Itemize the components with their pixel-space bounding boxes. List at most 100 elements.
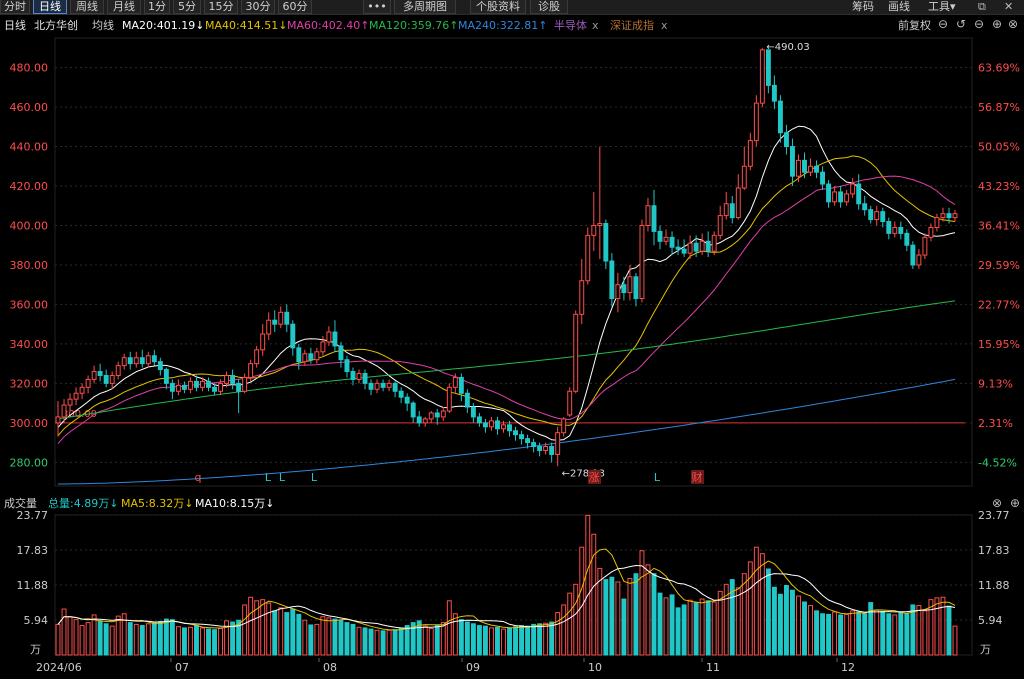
date-tick: 12 — [841, 661, 855, 674]
volume-bar — [934, 597, 940, 656]
tab-7[interactable]: 30分 — [241, 0, 275, 14]
candle-body — [934, 217, 940, 228]
overlay-szse[interactable]: 深证成指 — [610, 19, 654, 32]
volume-bar — [320, 616, 326, 656]
candle-body — [224, 374, 230, 384]
volume-bar — [579, 546, 585, 656]
candle-body — [380, 382, 386, 388]
stock-info-button[interactable]: 个股资料 — [470, 0, 526, 14]
volume-bar — [525, 625, 531, 656]
volume-bar — [531, 623, 537, 656]
volume-bar — [621, 598, 627, 656]
ma240-line — [58, 378, 956, 485]
right-pct-tick: 56.87% — [978, 101, 1020, 114]
zoom-out-icon[interactable]: ⊖ — [974, 17, 985, 31]
candle-body — [248, 363, 254, 378]
tab-5[interactable]: 5分 — [173, 0, 201, 14]
volume-bar — [699, 598, 705, 656]
tab-6[interactable]: 15分 — [204, 0, 238, 14]
volume-bar — [633, 573, 639, 656]
candle-body — [808, 165, 813, 173]
volume-bar — [838, 614, 844, 656]
volume-bar — [476, 625, 482, 656]
volume-bar — [844, 613, 850, 656]
volume-bar — [302, 619, 308, 656]
candle-body — [85, 378, 91, 388]
candle-body — [627, 276, 633, 294]
volume-bar — [200, 627, 205, 656]
volume-bar — [717, 590, 723, 656]
tab-2[interactable]: 周线 — [70, 0, 104, 14]
candle-body — [326, 331, 332, 343]
event-marker-box — [691, 470, 704, 484]
overlay-close-icon[interactable]: x — [592, 19, 599, 32]
candle-body — [759, 49, 765, 104]
candle-body — [868, 209, 874, 221]
adjust-mode[interactable]: 前复权 — [898, 19, 931, 32]
volume-add-icon[interactable]: ⊕ — [1010, 496, 1021, 510]
volume-bar — [404, 625, 410, 656]
volume-bar — [555, 612, 561, 656]
ma120-value: MA120:359.76↑ — [369, 19, 459, 32]
volume-unit-left: 万 — [30, 643, 41, 656]
candle-body — [603, 223, 609, 262]
undo-icon[interactable]: ↺ — [956, 17, 967, 31]
volume-bar — [121, 613, 127, 656]
volume-bar — [266, 602, 272, 656]
volume-bar — [206, 628, 211, 656]
left-price-tick: 380.00 — [10, 259, 49, 272]
volume-bar — [163, 618, 169, 656]
close-chart-icon[interactable]: ⊗ — [1008, 17, 1019, 31]
volume-bar — [115, 615, 121, 656]
minus-icon[interactable]: ⊖ — [938, 17, 949, 31]
candle-body — [476, 416, 482, 424]
right-pct-tick: 63.69% — [978, 62, 1020, 75]
tab-8[interactable]: 60分 — [278, 0, 312, 14]
volume-bar — [723, 583, 729, 656]
more-button[interactable]: ••• — [363, 0, 391, 14]
volume-close-icon[interactable]: ⊗ — [992, 496, 1003, 510]
candle-body — [488, 420, 494, 428]
volume-bar — [940, 596, 946, 656]
volume-bar — [446, 600, 452, 656]
diagnose-button[interactable]: 诊股 — [530, 0, 568, 14]
zoom-in-icon[interactable]: ⊕ — [992, 17, 1003, 31]
candle-body — [145, 355, 151, 365]
ma-label[interactable]: 均线 — [92, 19, 114, 32]
overlay2-close-icon[interactable]: x — [661, 19, 668, 32]
restore-icon[interactable]: ⧉ — [978, 0, 986, 13]
candle-body — [609, 260, 615, 300]
volume-bar — [585, 514, 591, 656]
tab-0[interactable]: 分时 — [0, 0, 30, 14]
tab-4[interactable]: 1分 — [144, 0, 170, 14]
overlay-semiconductor[interactable]: 半导体 — [554, 19, 587, 32]
tab-1[interactable]: 日线 — [33, 0, 67, 14]
volume-bar — [880, 610, 886, 656]
draw-line-button[interactable]: 画线 — [888, 0, 910, 13]
stock-name[interactable]: 北方华创 — [34, 19, 78, 32]
left-price-tick: 480.00 — [10, 62, 49, 75]
tab-3[interactable]: 月线 — [107, 0, 141, 14]
candle-body — [103, 374, 109, 384]
multi-period-button[interactable]: 多周期图 — [394, 0, 456, 14]
date-tick: 10 — [588, 661, 602, 674]
event-marker: L — [265, 471, 272, 484]
candle-body — [127, 357, 133, 365]
candle-body — [139, 357, 145, 365]
candle-body — [187, 380, 193, 390]
chips-button[interactable]: 筹码 — [852, 0, 874, 13]
candle-body — [880, 211, 886, 223]
volume-bar — [428, 627, 434, 656]
candle-body — [844, 193, 850, 203]
volume-bar — [157, 620, 163, 656]
candle-body — [440, 410, 446, 418]
tools-menu[interactable]: 工具▾ — [928, 0, 956, 13]
volume-bar — [802, 601, 807, 656]
volume-bar — [705, 600, 711, 656]
volume-bar — [826, 613, 832, 656]
volume-bar — [675, 607, 681, 656]
close-icon[interactable]: ✕ — [1004, 0, 1014, 13]
event-marker: 财 — [692, 470, 703, 484]
candle-body — [783, 132, 789, 148]
